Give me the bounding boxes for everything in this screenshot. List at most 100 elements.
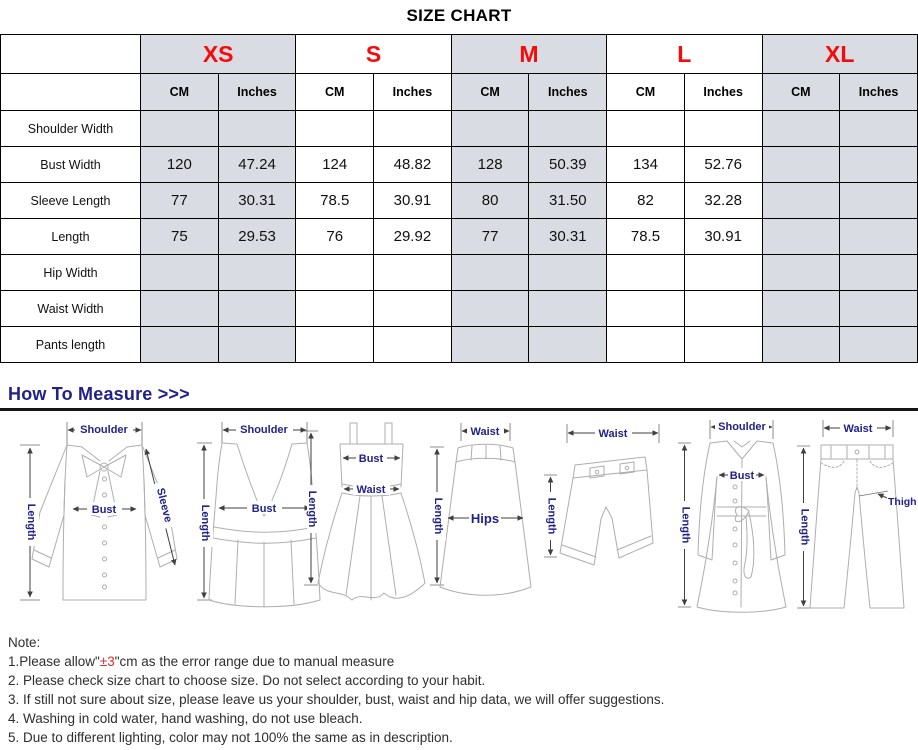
value-cell: 30.91 [683, 218, 763, 255]
value-cell: 48.82 [373, 146, 452, 183]
value-cell [373, 254, 452, 291]
row-label: Pants length [0, 326, 141, 363]
figure-skirt: Waist Length Hips [430, 423, 532, 596]
garment-outline [809, 444, 905, 609]
note-line1-suffix: "cm as the error range due to manual mea… [114, 654, 395, 669]
label-waist: Waist [471, 426, 500, 438]
value-cell: 31.50 [528, 182, 608, 219]
label-length: Length [199, 505, 211, 542]
size-header-xs: XS [139, 34, 297, 74]
value-cell [761, 254, 841, 291]
size-header-m: M [450, 34, 608, 74]
row-label: Shoulder Width [0, 110, 141, 147]
figure-jeans: Waist Length Thigh [797, 420, 917, 609]
garment-outline [696, 440, 787, 613]
label-bust: Bust [92, 504, 117, 516]
divider-line [0, 408, 918, 411]
size-header-s: S [295, 34, 452, 74]
value-cell [373, 326, 452, 363]
label-length: Length [306, 491, 318, 528]
unit-header: Inches [217, 73, 297, 111]
garment-outline [439, 443, 532, 596]
value-cell: 77 [140, 182, 219, 219]
label-length: Length [432, 498, 444, 535]
value-cell: 29.53 [217, 218, 297, 255]
table-row: Hip Width [0, 254, 918, 291]
figure-tank-top: Shoulder Length Bust [197, 422, 321, 608]
value-cell [606, 326, 685, 363]
value-cell [295, 254, 375, 291]
value-cell [295, 110, 375, 147]
table-row: Waist Width [0, 290, 918, 327]
label-hips: Hips [471, 511, 499, 526]
row-label: Bust Width [0, 146, 141, 183]
value-cell: 77 [450, 218, 530, 255]
note-line: 5. Due to different lighting, color may … [8, 730, 453, 745]
value-cell [528, 290, 608, 327]
row-label: Length [0, 218, 141, 255]
note-line: 2. Please check size chart to choose siz… [8, 673, 486, 688]
value-cell [606, 290, 685, 327]
garment-outline [317, 422, 426, 601]
unit-header: CM [761, 73, 841, 111]
value-cell [217, 110, 297, 147]
table-row: Shoulder Width [0, 110, 918, 147]
value-cell: 50.39 [528, 146, 608, 183]
unit-header: Inches [528, 73, 608, 111]
value-cell [683, 254, 763, 291]
value-cell: 78.5 [606, 218, 685, 255]
measure-figures: Shoulder Length Bust Sleeve Shou [0, 417, 918, 625]
label-waist: Waist [844, 423, 873, 435]
note-line1-prefix: 1.Please allow" [8, 654, 100, 669]
unit-header: CM [606, 73, 685, 111]
value-cell [683, 110, 763, 147]
notes-section: Note: 1.Please allow"±3"cm as the error … [8, 633, 918, 747]
page-title: SIZE CHART [406, 6, 512, 25]
value-cell [450, 326, 530, 363]
figure-shorts: Waist Length [544, 424, 660, 566]
value-cell: 82 [606, 182, 685, 219]
value-cell [528, 254, 608, 291]
garment-outline [559, 456, 654, 566]
note-line: 4. Washing in cold water, hand washing, … [8, 711, 363, 726]
table-row: Length 75 29.53 76 29.92 77 30.31 78.5 3… [0, 218, 918, 255]
label-sleeve: Sleeve [154, 487, 174, 524]
value-cell [761, 146, 841, 183]
value-cell [217, 326, 297, 363]
value-cell: 30.31 [528, 218, 608, 255]
value-cell: 32.28 [683, 182, 763, 219]
label-length: Length [546, 498, 558, 535]
measure-heading: How To Measure >>> [8, 384, 190, 404]
table-row: Pants length [0, 326, 918, 363]
value-cell [606, 254, 685, 291]
row-label: Waist Width [0, 290, 141, 327]
note-line: 1.Please allow"±3"cm as the error range … [8, 652, 918, 671]
value-cell [450, 290, 530, 327]
unit-header: Inches [683, 73, 763, 111]
value-cell [217, 290, 297, 327]
value-cell [140, 254, 219, 291]
value-cell: 76 [295, 218, 375, 255]
garment-outline [31, 444, 178, 601]
value-cell [761, 290, 841, 327]
value-cell [683, 290, 763, 327]
value-cell [839, 110, 918, 147]
value-cell [761, 218, 841, 255]
value-cell [528, 326, 608, 363]
unit-header-row: CM Inches CM Inches CM Inches CM Inches … [0, 73, 918, 111]
figure-coat: Shoulder Length Bust [678, 420, 787, 613]
label-waist: Waist [599, 428, 628, 440]
row-label: Sleeve Length [0, 182, 141, 219]
value-cell [839, 290, 918, 327]
value-cell [140, 110, 219, 147]
value-cell [839, 218, 918, 255]
figure-dress: Length Bust Waist [304, 422, 426, 601]
label-shoulder: Shoulder [718, 421, 766, 433]
value-cell [683, 326, 763, 363]
label-bust: Bust [359, 453, 384, 465]
value-cell: 80 [450, 182, 530, 219]
unit-header: CM [450, 73, 530, 111]
label-waist: Waist [357, 484, 386, 496]
value-cell: 30.31 [217, 182, 297, 219]
label-length: Length [799, 509, 811, 546]
